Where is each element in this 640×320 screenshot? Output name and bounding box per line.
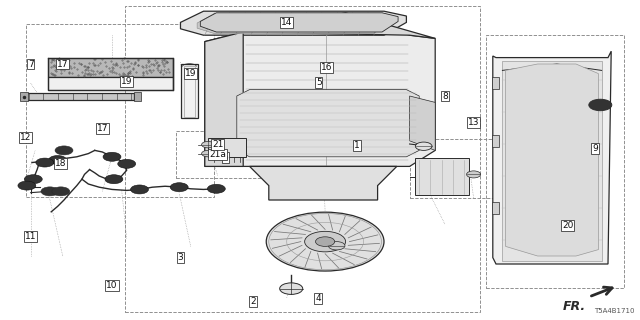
Circle shape	[589, 99, 612, 111]
Polygon shape	[410, 96, 435, 150]
Polygon shape	[197, 13, 390, 34]
Text: 1: 1	[355, 141, 360, 150]
Circle shape	[202, 150, 214, 157]
Text: T5A4B1710: T5A4B1710	[595, 308, 635, 314]
Circle shape	[328, 242, 345, 250]
Circle shape	[41, 187, 59, 196]
Circle shape	[24, 175, 42, 184]
Text: 17: 17	[57, 60, 68, 68]
Text: 17: 17	[97, 124, 108, 133]
Bar	[26, 24, 214, 197]
Text: 19: 19	[185, 69, 196, 78]
Bar	[410, 139, 493, 198]
Text: 18: 18	[55, 159, 67, 168]
Bar	[486, 35, 624, 288]
Text: FR.: FR.	[563, 300, 586, 313]
Polygon shape	[205, 13, 435, 166]
Polygon shape	[48, 77, 173, 90]
Bar	[134, 92, 141, 101]
Text: 4: 4	[316, 294, 321, 303]
Text: 12: 12	[20, 133, 31, 142]
Text: 7: 7	[28, 60, 33, 68]
Text: 5: 5	[316, 78, 321, 87]
Bar	[176, 131, 269, 178]
Circle shape	[18, 181, 36, 190]
Circle shape	[266, 212, 384, 271]
Bar	[184, 66, 195, 117]
Text: 16: 16	[321, 63, 332, 72]
Polygon shape	[243, 13, 435, 38]
Circle shape	[467, 171, 481, 178]
Text: 8: 8	[442, 92, 447, 100]
Text: 6: 6	[223, 153, 228, 162]
Polygon shape	[200, 13, 398, 32]
Polygon shape	[506, 64, 598, 256]
Text: 21: 21	[212, 140, 223, 149]
Polygon shape	[24, 93, 134, 100]
Circle shape	[170, 183, 188, 192]
Polygon shape	[180, 11, 406, 35]
Polygon shape	[48, 58, 173, 77]
Circle shape	[207, 184, 225, 193]
Circle shape	[55, 146, 73, 155]
Polygon shape	[250, 166, 397, 200]
Bar	[208, 138, 246, 157]
Circle shape	[49, 156, 67, 164]
Polygon shape	[502, 61, 602, 261]
Text: 19: 19	[121, 77, 132, 86]
Text: 13: 13	[468, 118, 479, 127]
Text: 21a: 21a	[209, 150, 226, 159]
Bar	[492, 77, 499, 89]
Bar	[20, 92, 28, 101]
Circle shape	[280, 283, 303, 294]
Text: 2: 2	[250, 297, 255, 306]
Circle shape	[52, 187, 70, 196]
Polygon shape	[493, 51, 611, 264]
Bar	[492, 202, 499, 214]
Circle shape	[36, 158, 54, 167]
Text: 3: 3	[178, 253, 183, 262]
Bar	[415, 158, 469, 195]
Polygon shape	[181, 64, 198, 118]
Text: 20: 20	[562, 221, 573, 230]
Bar	[125, 6, 480, 312]
Circle shape	[202, 141, 214, 148]
Circle shape	[131, 185, 148, 194]
Polygon shape	[237, 90, 419, 157]
Circle shape	[118, 159, 136, 168]
Text: 11: 11	[25, 232, 36, 241]
Bar	[492, 135, 499, 147]
Polygon shape	[205, 32, 243, 166]
Text: 10: 10	[106, 281, 118, 290]
Circle shape	[103, 152, 121, 161]
Text: 14: 14	[281, 18, 292, 27]
Circle shape	[415, 142, 432, 150]
Circle shape	[105, 175, 123, 184]
Circle shape	[316, 237, 335, 246]
Text: 9: 9	[593, 144, 598, 153]
Circle shape	[305, 231, 346, 252]
